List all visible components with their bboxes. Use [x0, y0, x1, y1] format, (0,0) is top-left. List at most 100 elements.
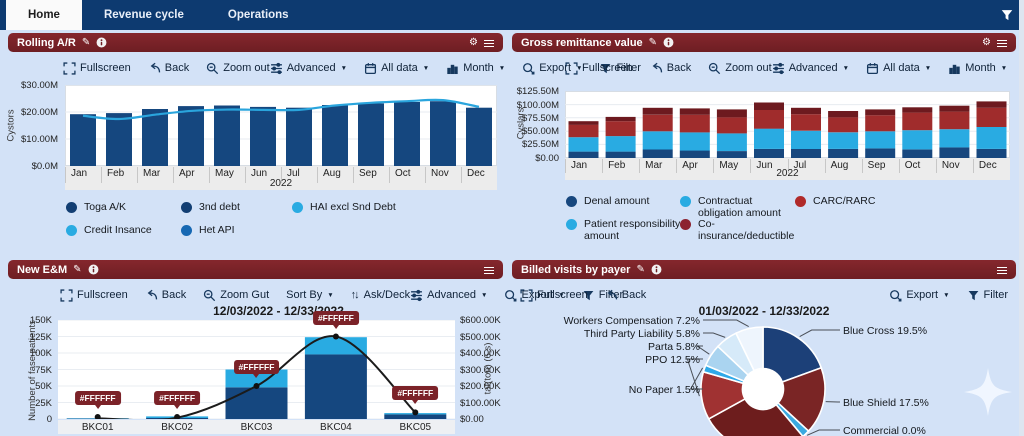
pie-slice-workers-compensation[interactable]	[734, 326, 764, 372]
stack-segment-Feb[interactable]	[605, 116, 636, 122]
stack-segment-Feb[interactable]	[605, 151, 636, 158]
stack-segment-Jul[interactable]	[791, 130, 821, 149]
legend-item-het-api[interactable]: Het API	[181, 224, 235, 236]
stack-segment-Jul[interactable]	[791, 148, 821, 158]
bar-Jul[interactable]	[286, 107, 312, 166]
toolbar-back-button[interactable]: Back	[145, 289, 186, 302]
stack-segment-May[interactable]	[716, 117, 747, 134]
stack-segment-Dec[interactable]	[976, 101, 1007, 108]
menu-icon[interactable]	[997, 39, 1007, 47]
toolbar-advanced-button[interactable]: Advanced ▼	[410, 289, 487, 302]
bar-Dec[interactable]	[466, 107, 492, 166]
stack-segment-Feb[interactable]	[605, 121, 636, 137]
toolbar-export-button[interactable]: Export ▼	[522, 62, 582, 75]
scrollbar[interactable]	[1019, 0, 1024, 436]
stack-segment-Nov[interactable]	[939, 111, 970, 130]
stack-segment-Oct[interactable]	[902, 112, 933, 131]
stack-segment-Feb[interactable]	[605, 136, 636, 152]
gear-icon[interactable]: ⚙	[469, 36, 478, 48]
stack-segment-BKC05[interactable]	[384, 414, 447, 419]
stack-segment-May[interactable]	[716, 109, 747, 118]
toolbar-back-button[interactable]: Back	[650, 62, 691, 75]
pie-slice-blue-shield[interactable]	[776, 366, 826, 433]
tab-revenue-cycle[interactable]: Revenue cycle	[103, 9, 184, 21]
toolbar-export-button[interactable]: Export ▼	[504, 289, 565, 302]
toolbar-month-button[interactable]: Month ▼	[948, 62, 1007, 75]
stack-segment-Mar[interactable]	[642, 114, 673, 132]
toolbar-back-button[interactable]: Back	[605, 289, 646, 302]
legend-item-3nd-debt[interactable]: 3nd debt	[181, 201, 240, 213]
trend-line[interactable]	[82, 98, 480, 121]
stack-segment-Apr[interactable]	[679, 132, 710, 151]
toolbar-zoom-gut-button[interactable]: Zoom Gut	[203, 289, 269, 302]
toolbar-ask-deck-button[interactable]: ↑↓ Ask/Deck	[351, 289, 410, 301]
edit-icon[interactable]: ✎	[648, 36, 658, 48]
stack-segment-Nov[interactable]	[939, 105, 970, 112]
menu-icon[interactable]	[484, 266, 494, 274]
bar-Feb[interactable]	[106, 113, 132, 166]
tab-home[interactable]: Home	[6, 0, 82, 30]
toolbar-back-button[interactable]: Back	[148, 62, 189, 75]
stack-segment-Jan[interactable]	[568, 151, 599, 158]
legend-item-patient-responsibility-amount[interactable]: Patient responsibility amount	[566, 218, 682, 242]
stack-segment-Jan[interactable]	[568, 137, 599, 152]
toolbar-filter-button[interactable]: Filter	[967, 289, 1008, 302]
stack-segment-BKC03[interactable]	[225, 387, 288, 419]
tab-operations[interactable]: Operations	[227, 9, 289, 21]
stack-segment-BKC04[interactable]	[304, 337, 367, 355]
stack-segment-Aug[interactable]	[828, 117, 859, 133]
pie-slice-blue-cross[interactable]	[762, 326, 823, 384]
legend-item-toga-a-k[interactable]: Toga A/K	[66, 201, 126, 213]
stack-segment-Jun[interactable]	[754, 148, 784, 158]
stack-segment-Mar[interactable]	[642, 107, 673, 115]
nav-filter-icon[interactable]	[1000, 0, 1014, 30]
toolbar-fullscreen-button[interactable]: Fullscreen	[60, 288, 128, 302]
menu-icon[interactable]	[997, 266, 1007, 274]
stack-segment-Jun[interactable]	[754, 102, 784, 111]
legend-item-hai-excl-snd-debt[interactable]: HAI excl Snd Debt	[292, 201, 396, 213]
bar-Jan[interactable]	[70, 114, 96, 166]
stack-segment-Sep[interactable]	[865, 115, 896, 132]
toolbar-zoom-out-button[interactable]: Zoom out	[708, 62, 772, 75]
toolbar-advanced-button[interactable]: Advanced ▼	[270, 62, 347, 75]
bar-Nov[interactable]	[430, 101, 456, 166]
stack-segment-Sep[interactable]	[865, 131, 896, 149]
toolbar-all-data-button[interactable]: All data ▼	[866, 62, 931, 75]
line-point-BKC03[interactable]	[253, 383, 260, 389]
toolbar-month-button[interactable]: Month ▼	[446, 62, 505, 75]
trend-line[interactable]	[97, 335, 416, 419]
bar-Aug[interactable]	[322, 105, 348, 166]
stack-segment-Jan[interactable]	[568, 121, 599, 125]
stack-segment-Mar[interactable]	[642, 149, 673, 159]
stack-segment-Apr[interactable]	[679, 114, 710, 133]
stack-segment-Jul[interactable]	[791, 114, 821, 131]
bar-May[interactable]	[214, 105, 240, 167]
stack-segment-Aug[interactable]	[828, 148, 859, 158]
toolbar-fullscreen-button[interactable]: Fullscreen	[520, 288, 588, 302]
info-icon[interactable]	[96, 37, 107, 48]
line-point-BKC05[interactable]	[412, 409, 419, 416]
toolbar-all-data-button[interactable]: All data ▼	[364, 62, 429, 75]
stack-segment-Oct[interactable]	[902, 107, 933, 113]
stack-segment-BKC04[interactable]	[304, 354, 367, 419]
stack-segment-Jul[interactable]	[791, 107, 821, 115]
toolbar-export-button[interactable]: Export ▼	[889, 289, 950, 302]
stack-segment-Dec[interactable]	[976, 148, 1007, 158]
stack-segment-Mar[interactable]	[642, 131, 673, 150]
stack-segment-Oct[interactable]	[902, 149, 933, 159]
stack-segment-Jun[interactable]	[754, 128, 784, 149]
gear-icon[interactable]: ⚙	[982, 36, 991, 48]
pie-slice-unlabeled[interactable]	[707, 397, 804, 436]
legend-item-denal-amount[interactable]: Denal amount	[566, 195, 649, 207]
stack-segment-Jan[interactable]	[568, 124, 599, 138]
bar-Jun[interactable]	[250, 106, 276, 166]
edit-icon[interactable]: ✎	[636, 263, 645, 275]
toolbar-fullscreen-button[interactable]: Fullscreen	[565, 61, 633, 75]
line-point-BKC04[interactable]	[332, 333, 339, 340]
stack-segment-May[interactable]	[716, 133, 747, 151]
stack-segment-Apr[interactable]	[679, 150, 710, 159]
bar-Sep[interactable]	[358, 103, 384, 166]
stack-segment-Nov[interactable]	[939, 147, 970, 158]
stack-segment-Apr[interactable]	[679, 108, 710, 115]
toolbar-fullscreen-button[interactable]: Fullscreen	[63, 61, 131, 75]
